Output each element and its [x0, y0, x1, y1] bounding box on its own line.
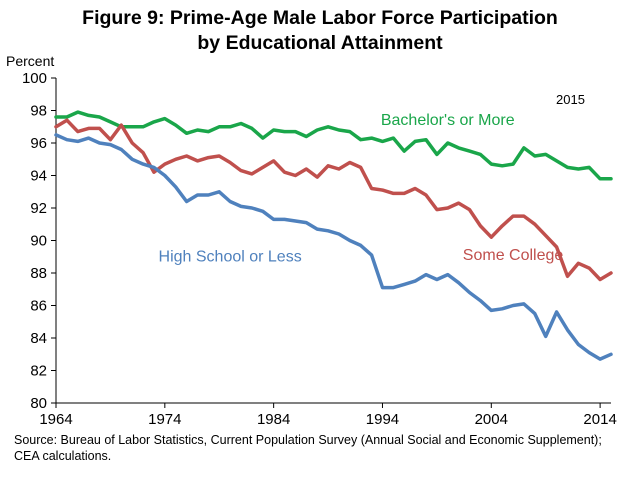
y-tick-label: 98 — [30, 103, 47, 120]
x-tick-label: 2014 — [583, 411, 616, 428]
y-tick-label: 88 — [30, 265, 47, 282]
series-line-high-school-or-less — [54, 133, 613, 361]
y-tick-label: 94 — [30, 168, 47, 185]
series-label-some-college: Some College — [463, 247, 564, 264]
series-label-high-school-or-less: High School or Less — [159, 249, 302, 266]
y-tick-label: 100 — [22, 70, 47, 87]
chart-title-line-1: Figure 9: Prime-Age Male Labor Force Par… — [82, 7, 558, 29]
x-tick-label: 1964 — [39, 411, 72, 428]
x-tick-label: 1974 — [148, 411, 181, 428]
y-tick-label: 86 — [30, 298, 47, 315]
chart-title-line-2: by Educational Attainment — [197, 32, 443, 54]
y-tick-label: 92 — [30, 200, 47, 217]
x-tick-label: 2004 — [475, 411, 508, 428]
series-labels: Bachelor's or More Some College High Schoo… — [159, 112, 564, 266]
y-tick-label: 80 — [30, 395, 47, 412]
y-tick-label: 84 — [30, 330, 47, 347]
year-note: 2015 — [556, 92, 585, 107]
source-note: Source: Bureau of Labor Statistics, Curr… — [14, 433, 602, 463]
y-tick-label: 90 — [30, 233, 47, 250]
x-tick-label: 1984 — [257, 411, 290, 428]
x-ticks: 1964 1974 1984 1994 2004 2014 — [39, 403, 617, 428]
x-tick-label: 1994 — [366, 411, 399, 428]
series-lines — [54, 110, 613, 361]
y-tick-label: 82 — [30, 363, 47, 380]
y-axis-label: Percent — [6, 53, 54, 69]
series-label-bachelor-s-or-more: Bachelor's or More — [381, 112, 515, 129]
y-ticks: 80 82 84 86 88 90 92 94 96 98 100 — [22, 70, 56, 412]
y-tick-label: 96 — [30, 135, 47, 152]
series-line-bachelor-s-or-more — [54, 110, 613, 181]
axes: 80 82 84 86 88 90 92 94 96 98 100 1964 1974 1984 1994… — [22, 70, 617, 428]
chart-title: Figure 9: Prime-Age Male Labor Force Par… — [0, 6, 640, 56]
series-line-some-college — [54, 118, 613, 282]
